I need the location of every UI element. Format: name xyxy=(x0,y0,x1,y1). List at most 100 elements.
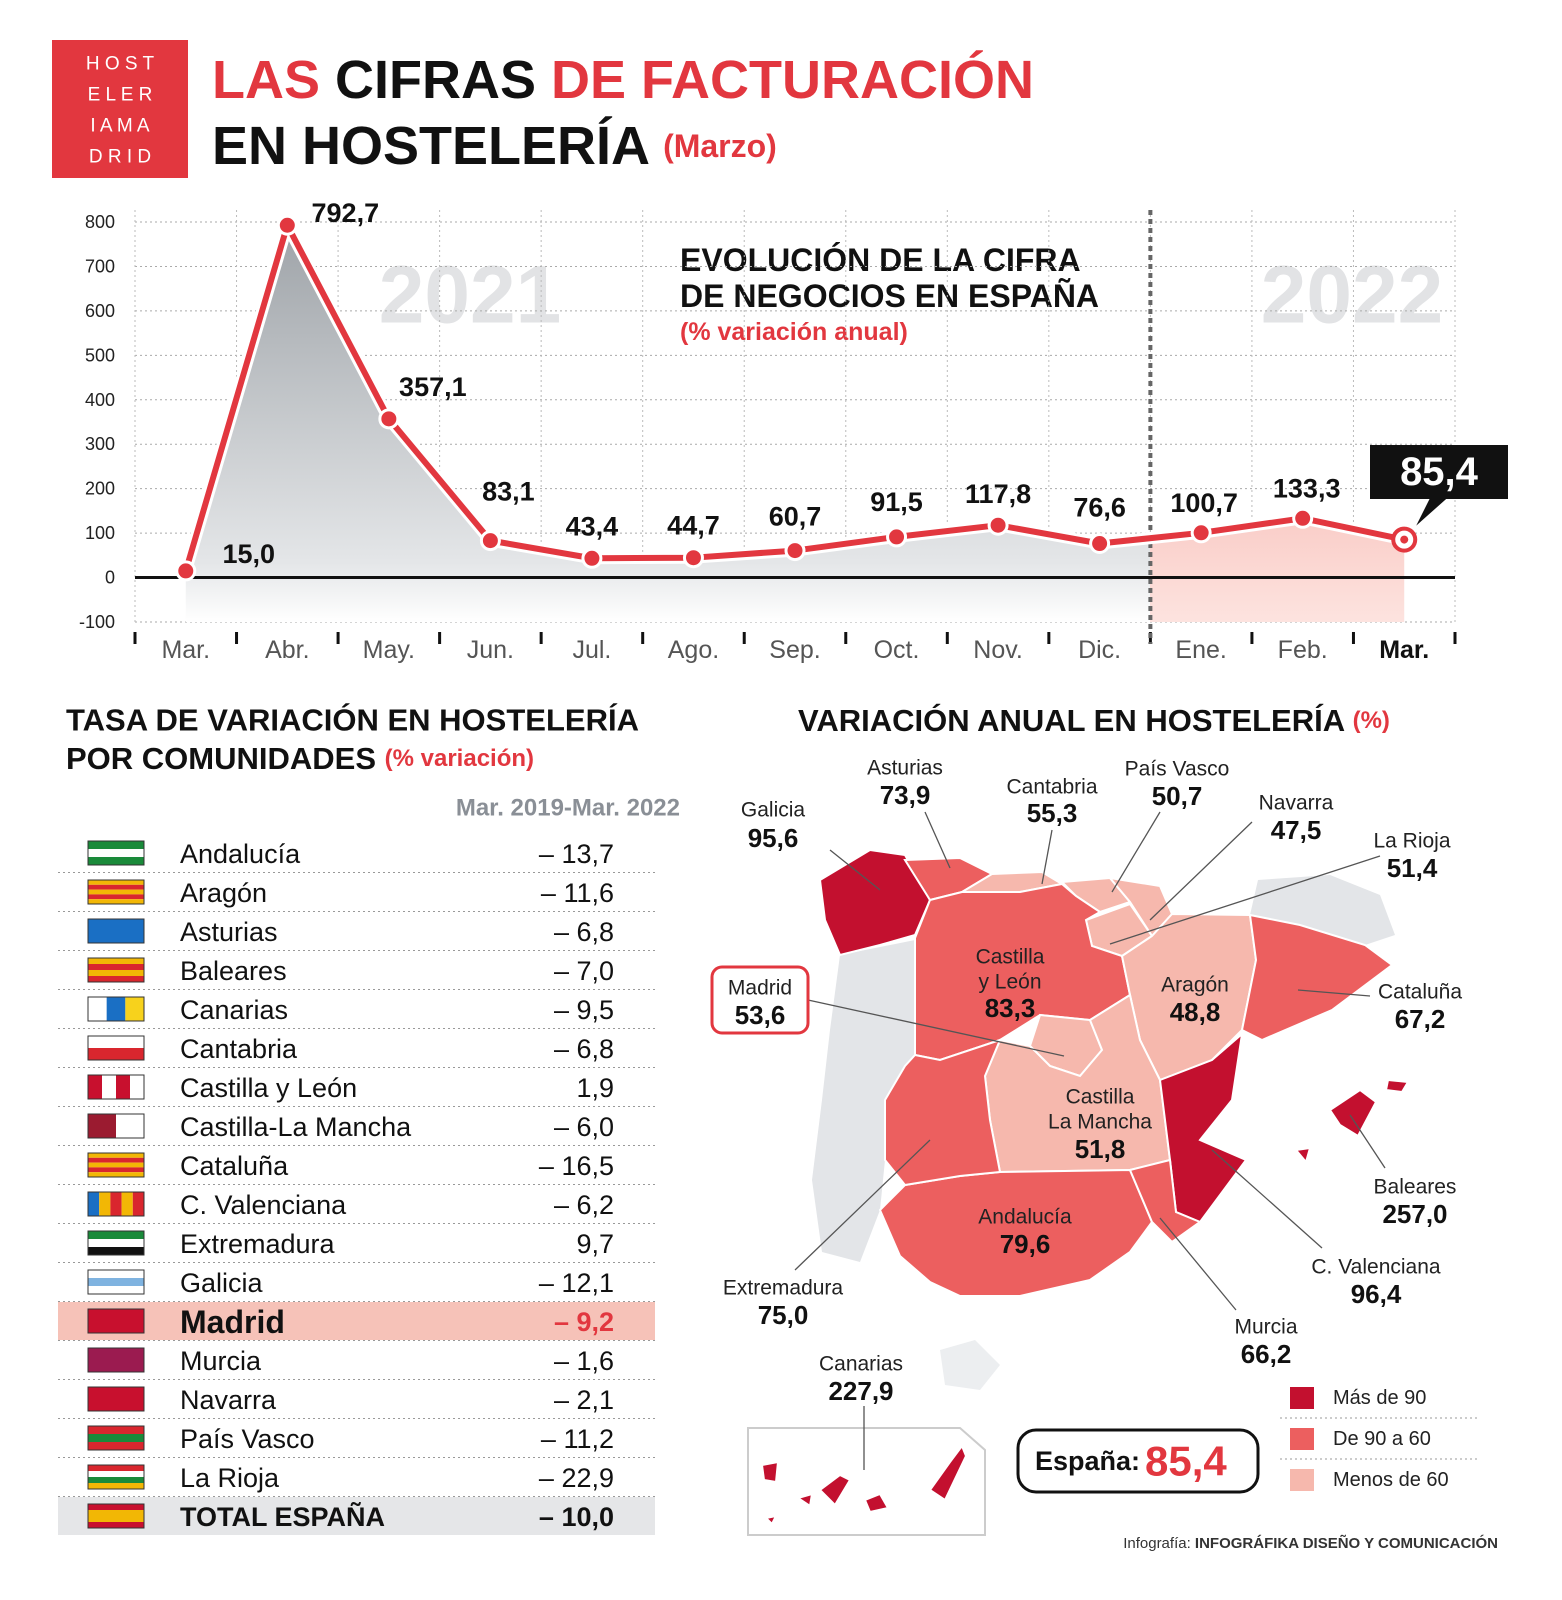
region-map-value: 51,4 xyxy=(1387,853,1438,883)
x-tick-label: Abr. xyxy=(265,636,309,664)
region-name: Extremadura xyxy=(180,1229,336,1259)
flag-stripe xyxy=(88,899,144,904)
flag-stripe xyxy=(99,1192,111,1216)
flag-stripe xyxy=(88,849,144,857)
flag-border xyxy=(87,1035,145,1061)
region-name: C. Valenciana xyxy=(180,1190,347,1220)
region-map-value: 227,9 xyxy=(828,1376,893,1406)
region-map-name: Navarra xyxy=(1259,792,1334,815)
region-map-name: Extremadura xyxy=(723,1277,844,1300)
value-label: 792,7 xyxy=(312,198,380,228)
map-title: VARIACIÓN ANUAL EN HOSTELERÍA (%) xyxy=(798,702,1390,738)
leader-line xyxy=(1109,855,1381,945)
highlight-row xyxy=(58,1302,655,1340)
flag-border xyxy=(87,1503,145,1529)
flag-stripe xyxy=(88,1153,144,1158)
y-tick-label: 200 xyxy=(85,479,115,499)
point xyxy=(175,560,197,582)
y-tick-label: 600 xyxy=(85,301,115,321)
region-map-name: Andalucía xyxy=(978,1206,1072,1229)
region-table: Andalucía – 13,7 Aragón – 11,6 Asturias – 6,8… xyxy=(58,839,655,1535)
region-name: Castilla y León xyxy=(180,1073,357,1103)
y-tick-label: 0 xyxy=(105,568,115,588)
line-chart: 2021 2022 -100 0 100 200 300 400 500 600 700 800 15,… xyxy=(79,198,1508,664)
region-map-value: 66,2 xyxy=(1241,1339,1292,1369)
leader-line xyxy=(829,849,881,891)
flag-stripe xyxy=(130,1075,144,1099)
value-label: 83,1 xyxy=(482,477,535,507)
region-value: – 13,7 xyxy=(539,839,614,869)
flag-stripe xyxy=(88,1192,100,1216)
table-column-header: Mar. 2019-Mar. 2022 xyxy=(456,795,680,822)
region-name: Castilla-La Mancha xyxy=(180,1112,412,1142)
region-name: Madrid xyxy=(180,1304,285,1340)
flag-stripe xyxy=(88,1114,116,1138)
legend-swatch xyxy=(1290,1469,1314,1491)
region-map-name: Aragón xyxy=(1161,974,1229,997)
africa xyxy=(940,1340,1000,1390)
region-name: País Vasco xyxy=(180,1424,315,1454)
area-2021 xyxy=(185,225,1150,622)
legend-label: Más de 90 xyxy=(1333,1387,1426,1409)
region-map-value: 53,6 xyxy=(735,1000,786,1030)
region-name: Navarra xyxy=(180,1385,277,1415)
point xyxy=(1089,533,1111,555)
flag-stripe xyxy=(125,997,144,1021)
leader-line xyxy=(924,811,951,869)
x-tick-label: Dic. xyxy=(1078,636,1121,664)
flag-stripe xyxy=(88,894,144,900)
leader-line xyxy=(794,1139,931,1271)
year-watermark: 2022 xyxy=(1261,250,1443,341)
flag-stripe xyxy=(88,997,107,1021)
flag-stripe xyxy=(88,1172,144,1177)
region-shape xyxy=(1294,1146,1312,1165)
value-label: 44,7 xyxy=(667,511,720,541)
flag-stripe xyxy=(88,1270,144,1278)
region-name: Cataluña xyxy=(180,1151,289,1181)
flag-stripe xyxy=(132,1192,144,1216)
x-tick-label: May. xyxy=(363,636,415,664)
region-map-name: Canarias xyxy=(819,1353,903,1376)
flag-border xyxy=(87,840,145,866)
flag-stripe xyxy=(88,964,144,970)
flag-border xyxy=(87,1152,145,1178)
flag-stripe xyxy=(88,1036,144,1048)
logo-line: E L E R xyxy=(88,85,153,106)
x-tick-label: Feb. xyxy=(1278,636,1328,664)
portugal xyxy=(812,940,915,1262)
title-line: EN HOSTELERÍA (Marzo) xyxy=(212,116,777,176)
title-part: CIFRAS xyxy=(335,50,536,110)
region-value: 9,7 xyxy=(576,1229,614,1259)
region-name: Baleares xyxy=(180,956,287,986)
legend-label: Menos de 60 xyxy=(1333,1469,1449,1491)
flag-stripe xyxy=(88,1426,144,1434)
flag-border xyxy=(87,1425,145,1451)
region-value: – 9,2 xyxy=(554,1307,614,1337)
flag-stripe xyxy=(88,1471,144,1477)
flag-stripe xyxy=(88,889,144,895)
region-map-name: Castilla xyxy=(976,946,1045,969)
logo-line: I A M A xyxy=(90,116,149,137)
flag-border xyxy=(87,996,145,1022)
flag-border xyxy=(87,957,145,983)
region-shape xyxy=(760,1460,780,1484)
value-label: 117,8 xyxy=(965,479,1031,509)
france xyxy=(1250,875,1395,945)
chart-subtitle: (% variación anual) xyxy=(680,318,908,346)
region-shape xyxy=(928,1443,968,1502)
flag-stripe xyxy=(88,1075,102,1099)
leader-line xyxy=(1349,1114,1386,1169)
x-tick-label: Jul. xyxy=(572,636,611,664)
map-title-part: VARIACIÓN ANUAL EN HOSTELERÍA xyxy=(798,702,1345,738)
region-name: Aragón xyxy=(180,878,267,908)
region-shape xyxy=(763,1514,778,1526)
flag-stripe xyxy=(116,1075,130,1099)
credit-name: INFOGRÁFIKA DISEÑO Y COMUNICACIÓN xyxy=(1195,1534,1498,1552)
x-tick-label: Oct. xyxy=(874,636,920,664)
chart-title: DE NEGOCIOS EN ESPAÑA xyxy=(680,278,1099,314)
region-map-name: C. Valenciana xyxy=(1311,1256,1441,1279)
region-name: Cantabria xyxy=(180,1034,298,1064)
flag-stripe xyxy=(88,1477,144,1483)
value-label: 91,5 xyxy=(870,487,923,517)
